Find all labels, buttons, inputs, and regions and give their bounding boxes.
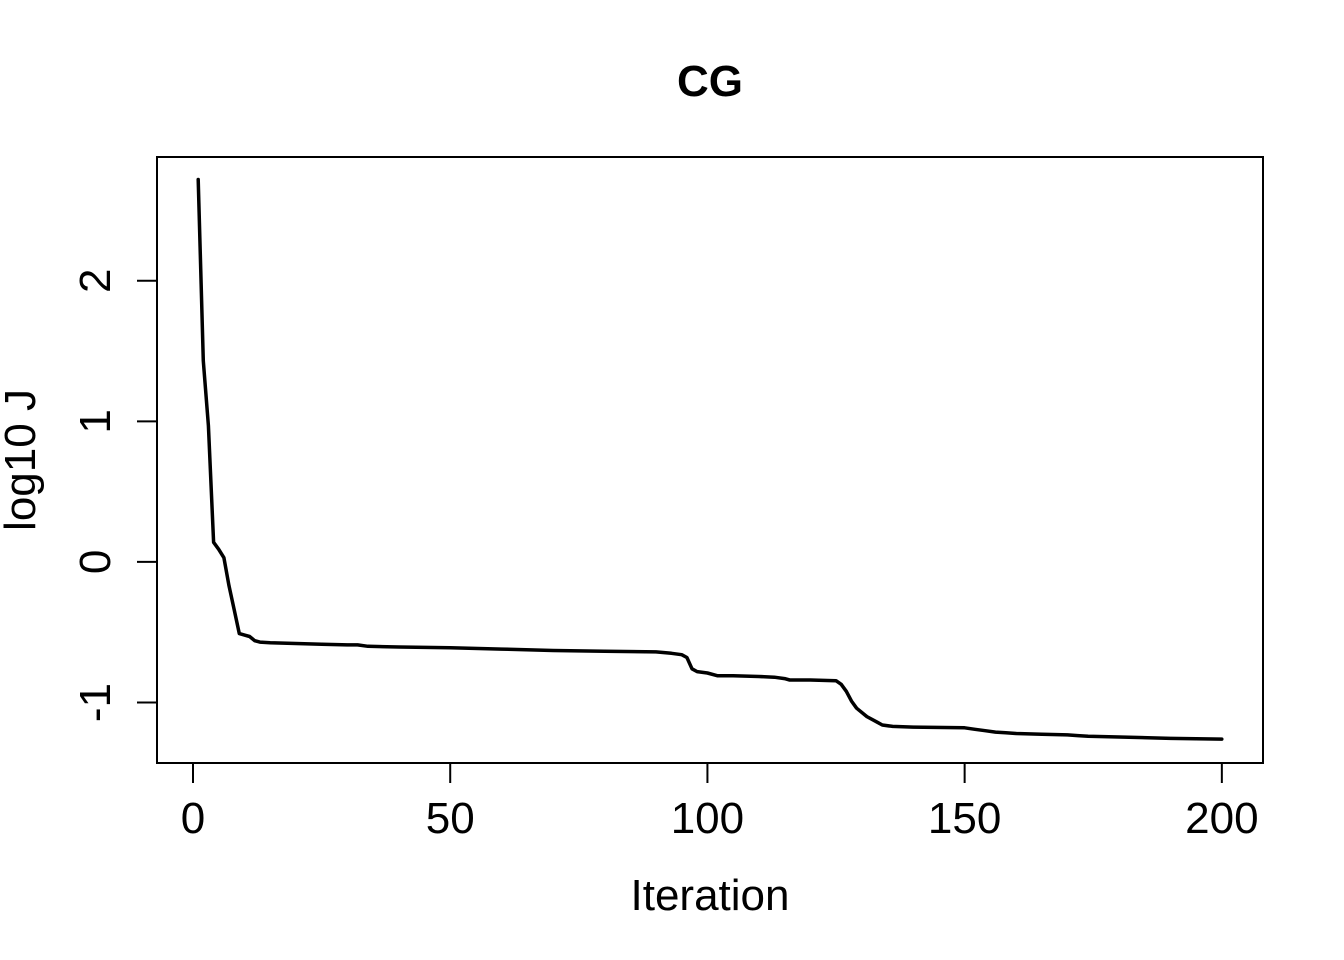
x-tick-label: 0: [181, 794, 205, 843]
x-axis-label: Iteration: [631, 871, 790, 920]
y-axis-label: log10 J: [0, 389, 45, 531]
x-axis: 0 50 100 150 200: [181, 762, 1259, 843]
y-tick-label: 1: [71, 409, 120, 433]
x-tick-label: 50: [426, 794, 475, 843]
y-tick-label: -1: [71, 683, 120, 722]
series-line: [196, 177, 1224, 741]
y-tick-label: 2: [71, 268, 120, 292]
x-tick-label: 150: [928, 794, 1001, 843]
y-tick-label: 0: [71, 550, 120, 574]
y-axis: -1 0 1 2: [71, 268, 158, 722]
x-tick-label: 200: [1185, 794, 1258, 843]
chart-title: CG: [677, 57, 743, 106]
x-tick-label: 100: [671, 794, 744, 843]
